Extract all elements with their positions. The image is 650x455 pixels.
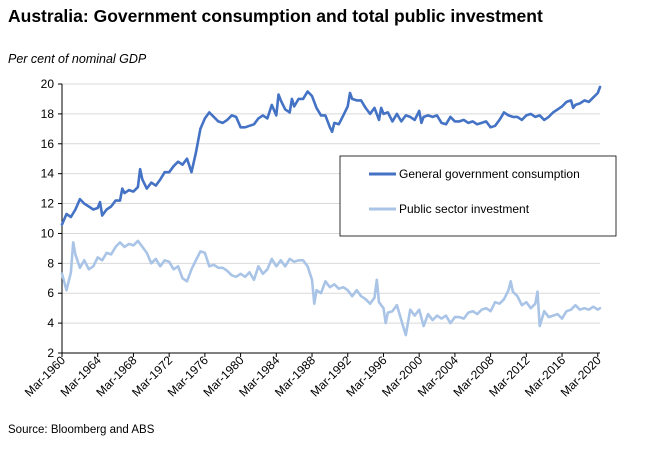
legend-label-public-sector-investment: Public sector investment: [399, 202, 530, 216]
legend-label-general-government-consumption: General government consumption: [399, 167, 580, 181]
y-tick-label-14: 14: [41, 167, 55, 181]
series-lines: [60, 85, 602, 337]
series-line-public-sector-investment: [60, 239, 602, 337]
y-tick-label-12: 12: [41, 197, 55, 211]
y-axis-label: Per cent of nominal GDP: [8, 52, 147, 66]
y-tick-label-18: 18: [41, 107, 55, 121]
axes: 2468101214161820Mar-1960Mar-1964Mar-1968…: [22, 77, 604, 399]
y-tick-label-20: 20: [41, 77, 55, 91]
y-tick-label-8: 8: [47, 256, 54, 270]
series-line-general-government-consumption: [60, 85, 602, 226]
source-note: Source: Bloomberg and ABS: [8, 424, 155, 436]
y-tick-label-10: 10: [41, 226, 55, 240]
legend-box: [339, 155, 617, 237]
y-tick-label-2: 2: [47, 346, 54, 360]
y-tick-label-16: 16: [41, 137, 55, 151]
y-tick-label-4: 4: [47, 316, 54, 330]
y-tick-label-6: 6: [47, 286, 54, 300]
chart-title: Australia: Government consumption and to…: [8, 6, 543, 26]
legend: General government consumption Public se…: [339, 155, 617, 237]
